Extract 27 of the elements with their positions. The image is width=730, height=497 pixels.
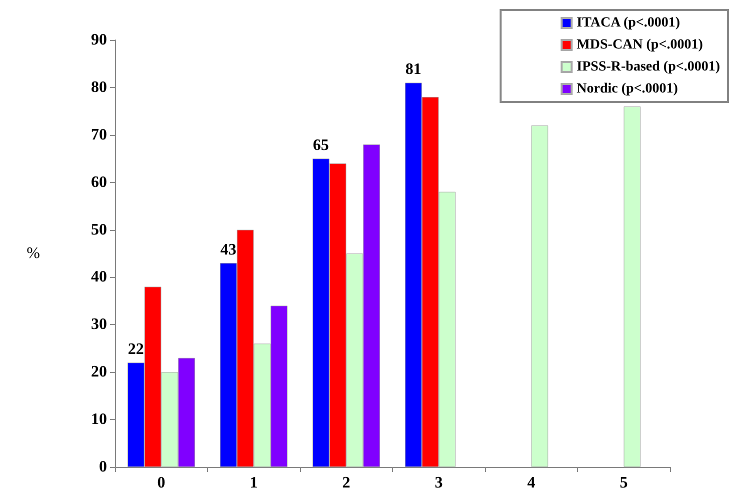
y-tick-label: 30 xyxy=(91,316,107,334)
y-tick-label: 10 xyxy=(91,411,107,428)
x-tick-label: 1 xyxy=(250,474,258,492)
x-tick-label: 3 xyxy=(434,474,443,492)
legend-label: Nordic (p<.0001) xyxy=(576,82,678,96)
legend-label: IPSS-R-based (p<.0001) xyxy=(576,60,720,74)
legend-label: ITACA (p<.0001) xyxy=(576,16,680,30)
x-tick-label: 5 xyxy=(620,474,628,492)
y-tick-label: 40 xyxy=(91,268,107,286)
y-tick-label: 70 xyxy=(91,126,107,144)
y-tick-label: 20 xyxy=(91,364,107,381)
y-tick-label: 0 xyxy=(99,458,107,476)
x-tick-label: 4 xyxy=(527,474,536,492)
y-tick-label: 90 xyxy=(91,32,107,48)
y-tick-label: 60 xyxy=(91,174,107,191)
data-label: 81 xyxy=(405,61,422,78)
data-label: 65 xyxy=(312,137,329,154)
data-label: 43 xyxy=(220,241,236,258)
bar xyxy=(531,125,548,467)
data-label: 22 xyxy=(128,341,144,358)
y-tick-label: 50 xyxy=(91,221,107,238)
y-tick-label: 80 xyxy=(91,78,107,96)
legend-label: MDS-CAN (p<.0001) xyxy=(576,38,704,52)
y-axis-title: % xyxy=(26,245,40,262)
x-tick-label: 2 xyxy=(342,474,350,492)
bar xyxy=(624,106,641,467)
x-tick-label: 0 xyxy=(157,474,166,492)
